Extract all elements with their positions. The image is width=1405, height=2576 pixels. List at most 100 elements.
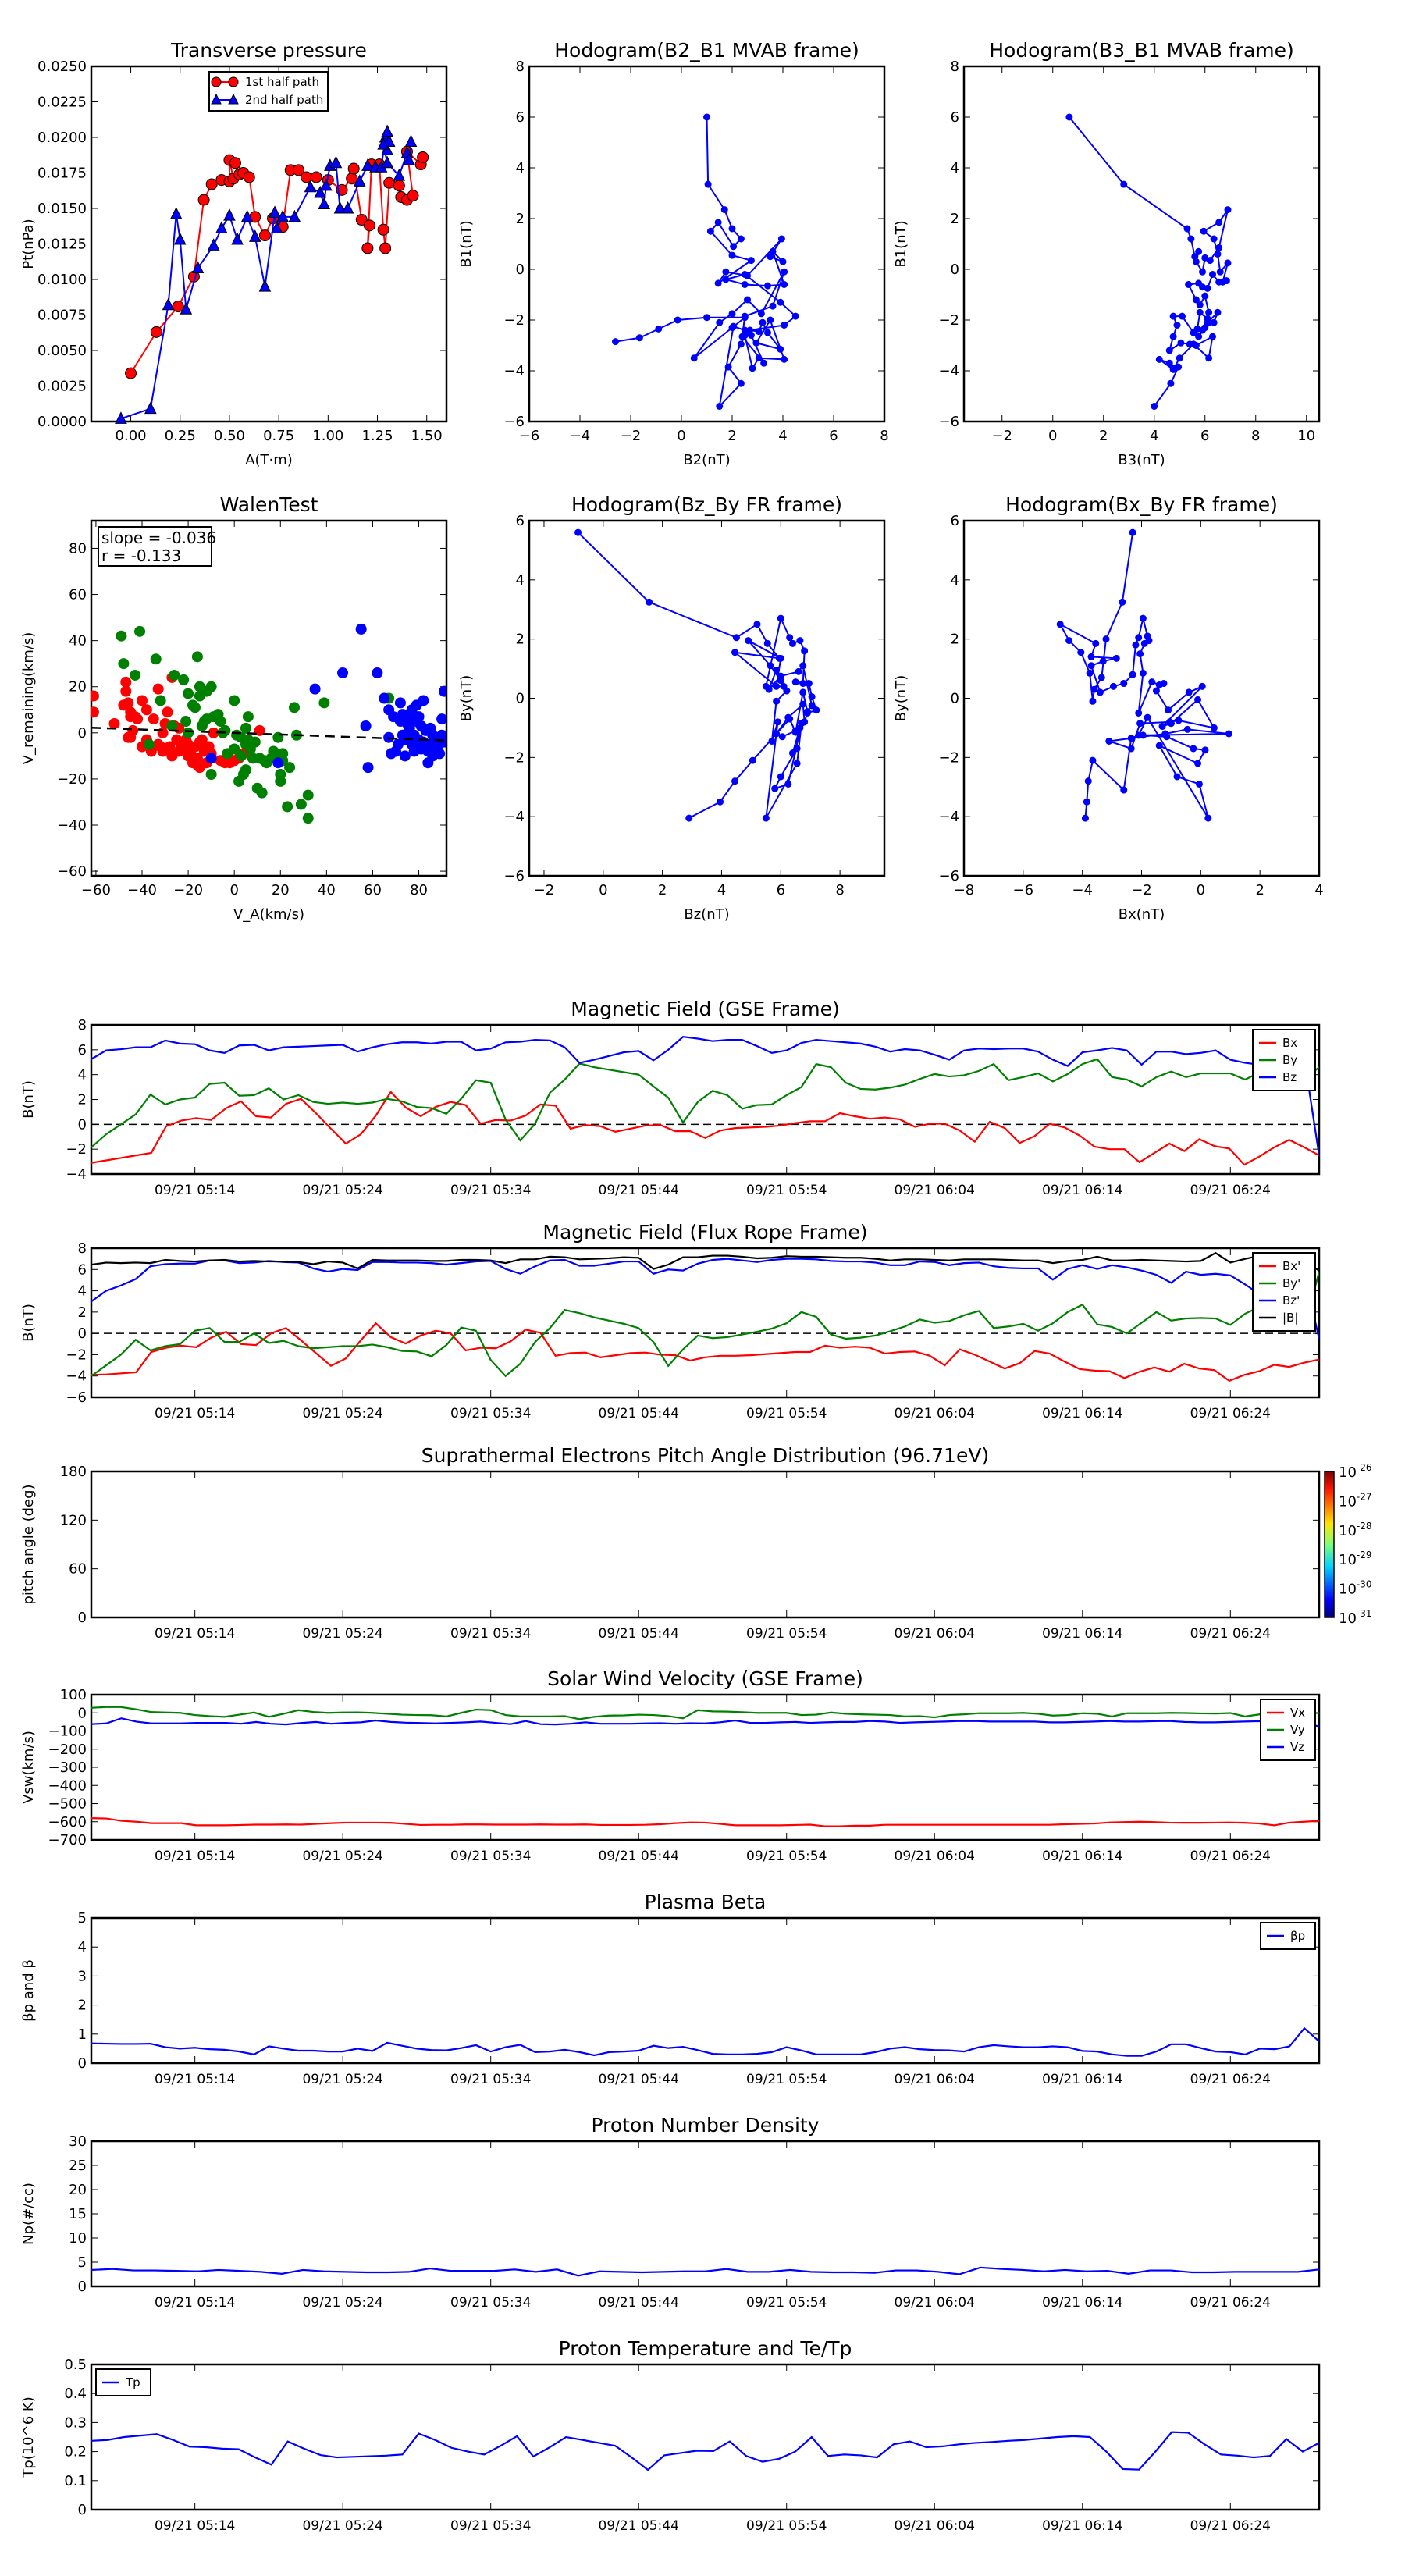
data-point — [690, 354, 698, 362]
legend: Vx Vy Vz — [1260, 1699, 1316, 1761]
chart-hodogram-b3-b1: Hodogram(B3_B1 MVAB frame) −6 −4 −2 0 2 4 6 8 −2 0… — [893, 39, 1321, 468]
x-tick-label: 80 — [410, 882, 428, 898]
x-tick-label: −40 — [127, 882, 157, 898]
data-point — [752, 339, 760, 347]
y-tick-label: 4 — [78, 1939, 87, 1955]
data-point — [773, 682, 781, 690]
time-tick-label: 09/21 05:44 — [599, 2072, 679, 2087]
chart-hodogram-bz-by: Hodogram(Bz_By FR frame) −6 −4 −2 0 2 4 6 −2 0 2 4 6… — [458, 493, 886, 923]
data-point — [777, 614, 784, 622]
scatter-point-green — [191, 651, 203, 663]
data-point — [714, 219, 722, 226]
data-point — [1222, 277, 1230, 285]
y-tick-label: 0.0100 — [37, 272, 87, 288]
x-tick-label: −6 — [1013, 882, 1034, 898]
data-point — [172, 301, 184, 313]
hodogram-path — [1058, 532, 1229, 819]
y-tick-label: 2 — [516, 211, 525, 227]
scatter-point-green — [242, 711, 254, 723]
legend-label: βp — [1290, 1929, 1305, 1943]
scatter-point-red — [157, 727, 169, 738]
legend-box — [208, 71, 329, 112]
hodogram-path — [1069, 116, 1229, 407]
data-point — [655, 325, 663, 333]
scatter-point-green — [205, 681, 217, 692]
data-point — [417, 151, 429, 163]
data-point — [1140, 639, 1148, 647]
data-point — [162, 297, 175, 311]
y-tick-label: −6 — [503, 868, 525, 884]
data-point — [1127, 745, 1135, 753]
plot-frame — [90, 1023, 1321, 1176]
y-tick-label: 0.0025 — [37, 379, 87, 395]
data-point — [1120, 786, 1128, 794]
legend: βp — [1260, 1922, 1316, 1950]
annotation-frame — [98, 526, 212, 567]
y-axis-label: V_remaining(km/s) — [20, 632, 37, 765]
chart-title: Suprathermal Electrons Pitch Angle Distr… — [422, 1444, 989, 1467]
x-tick-label: 2 — [658, 882, 667, 898]
data-point — [731, 649, 739, 656]
data-point — [724, 363, 732, 371]
data-point — [795, 667, 802, 675]
data-point — [778, 733, 786, 741]
y-tick-label: 0.0075 — [37, 308, 87, 324]
data-point — [393, 180, 405, 192]
data-point — [1177, 339, 1185, 347]
y-tick-label: 6 — [951, 513, 959, 529]
x-axis-label: B2(nT) — [683, 452, 730, 468]
scatter-point-blue — [355, 623, 367, 635]
scatter-point-red — [123, 697, 134, 709]
data-point — [333, 201, 347, 214]
y-tick-label: 20 — [69, 2182, 87, 2198]
data-point — [1166, 718, 1174, 726]
y-axis-label: B(nT) — [20, 1080, 37, 1119]
data-point — [764, 282, 771, 290]
data-point — [703, 113, 710, 121]
y-tick-label: 0.5 — [64, 2357, 87, 2373]
data-point — [1097, 674, 1105, 681]
data-point — [1185, 281, 1193, 288]
x-tick-label: 1.25 — [361, 428, 393, 444]
time-tick-label: 09/21 05:54 — [746, 1406, 827, 1421]
data-point — [1089, 756, 1097, 764]
y-tick-label: 0.2 — [64, 2444, 87, 2460]
time-tick-label: 09/21 05:34 — [450, 1848, 531, 1864]
series-line-Bx — [91, 1091, 1319, 1166]
y-tick-label: −100 — [48, 1724, 87, 1740]
y-tick-label: 0 — [78, 2279, 87, 2295]
scatter-point-blue — [309, 683, 321, 695]
time-tick-label: 09/21 05:14 — [155, 1183, 235, 1198]
scatter-point-green — [166, 720, 178, 731]
x-tick-label: 10 — [1297, 428, 1315, 444]
data-point — [197, 194, 210, 206]
y-tick-label: 100 — [60, 1687, 87, 1703]
data-point — [801, 647, 809, 655]
data-point — [1192, 258, 1200, 265]
time-tick-label: 09/21 05:34 — [450, 2295, 531, 2311]
x-axis-label: V_A(km/s) — [233, 906, 304, 923]
data-point — [1198, 682, 1206, 690]
data-point — [1099, 657, 1107, 665]
y-tick-label: 10 — [69, 2230, 87, 2247]
chart-transverse-pressure: Transverse pressure 0.0000 0.0025 0.0050 0.0… — [20, 39, 448, 468]
legend-marker — [211, 76, 222, 87]
legend: Bx' By' Bz' |B| — [1252, 1252, 1316, 1332]
scatter-point-green — [240, 722, 251, 734]
scatter-point-green — [150, 653, 162, 665]
x-tick-label: 4 — [1314, 882, 1323, 898]
data-point — [393, 169, 406, 181]
data-point — [777, 235, 785, 243]
colorbar — [1324, 1471, 1335, 1618]
data-point — [769, 247, 777, 255]
scatter-point-green — [215, 716, 226, 728]
data-point — [728, 310, 736, 318]
plot-frame — [90, 65, 448, 423]
data-point — [1119, 598, 1126, 606]
x-tick-label: 6 — [777, 882, 785, 898]
data-point — [240, 209, 254, 222]
scatter-point-blue — [413, 711, 425, 723]
x-tick-label: −2 — [621, 428, 642, 444]
series-line-By — [91, 1058, 1319, 1148]
